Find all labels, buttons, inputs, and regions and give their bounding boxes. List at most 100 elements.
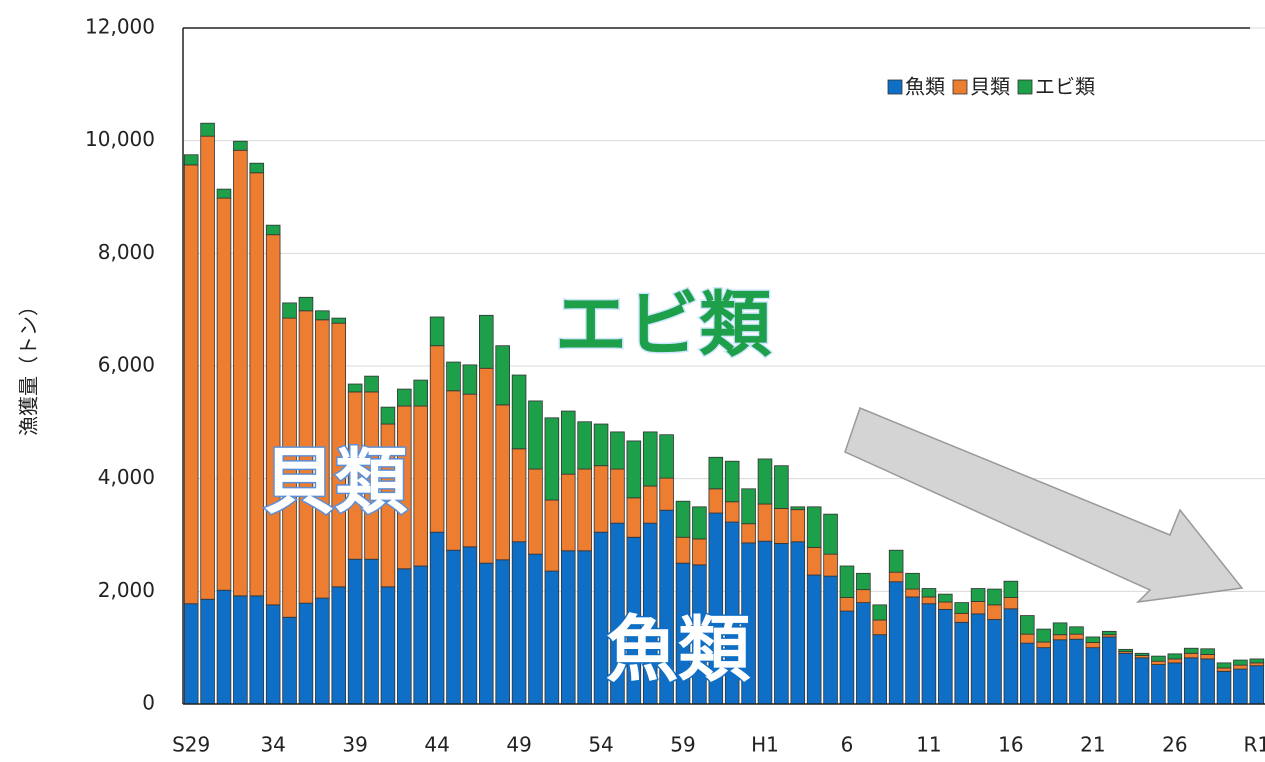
legend-swatch [1017,79,1033,95]
bar-segment [1052,639,1068,705]
bar-segment [462,364,478,395]
bar-segment [1233,659,1248,666]
bar-segment [315,310,330,321]
bar-segment [183,154,199,166]
bar-segment [888,549,904,573]
bar-segment [233,595,248,705]
bar-segment [560,473,576,552]
bar-segment [446,390,461,551]
bar-segment [495,345,510,406]
bar-segment [429,316,445,347]
bar-segment [593,465,609,533]
bar-segment [708,456,724,490]
bar-segment [282,616,297,705]
bar-segment [987,588,1002,606]
bar-segment [790,506,806,511]
bar-segment [462,393,478,548]
y-tick-label: 4,000 [98,465,155,489]
bar-segment [921,596,937,605]
bar-segment [921,603,937,705]
x-tick-label: 49 [506,733,531,757]
bar-segment [1183,647,1199,654]
annotation: エビ類 [555,283,772,367]
bar-segment [479,562,494,705]
bar-segment [823,553,838,577]
bar-segment [577,468,592,552]
bar-segment [888,581,904,705]
bar-segment [757,458,773,505]
bar-segment [397,568,412,705]
bar-segment [413,405,428,567]
bar-segment [987,619,1002,705]
bar-segment [905,588,920,598]
bar-segment [708,488,724,514]
bar-segment [806,574,822,705]
bar-segment [724,460,740,503]
y-tick-label: 12,000 [85,15,155,39]
bar-segment [856,589,871,603]
bar-segment [397,388,412,407]
x-tick-label: 59 [670,733,695,757]
bar-segment [265,604,281,705]
bar-segment [216,197,232,591]
x-tick-label: 16 [998,733,1023,757]
bar-segment [1003,580,1019,598]
bar-segment [1249,658,1265,664]
bar-segment [511,541,527,705]
bar-segment [1069,626,1084,635]
trend-arrow [844,407,1244,604]
bar-segment [970,588,986,602]
bar-segment [1085,636,1101,643]
bar-segment [1069,633,1084,640]
bar-segment [675,500,691,538]
bar-segment [298,602,314,705]
bar-segment [1200,648,1215,655]
bar-segment [774,465,789,509]
bar-segment [757,540,773,705]
bar-segment [380,586,396,705]
bar-segment [1216,667,1232,672]
bar-segment [1020,642,1035,705]
bar-segment [528,468,543,555]
x-tick-label: 6 [841,733,854,757]
bar-segment [560,550,576,705]
bar-segment [331,586,347,705]
bar-segment [298,296,314,312]
bar-segment [774,508,789,544]
bar-segment [593,423,609,467]
x-tick-label: 11 [916,733,941,757]
bar-segment [1233,664,1248,670]
bar-segment [757,503,773,542]
bar-segment [888,571,904,583]
bar-segment [1036,647,1051,705]
bar-segment [249,595,265,705]
bar-segment [938,608,953,705]
bar-segment [413,565,428,705]
bar-segment [265,234,281,606]
bar-segment [1036,641,1051,649]
bar-segment [183,603,199,705]
bar-segment [954,612,969,623]
bar-segment [823,513,838,555]
bar-segment [806,506,822,548]
bar-segment [511,374,527,450]
legend-swatch [952,79,968,95]
annotation: 魚類 [606,608,751,692]
bar-segment [1151,660,1166,665]
bar-segment [1069,638,1084,705]
bar-segment [872,634,888,705]
bar-segment [790,541,806,705]
bar-segment [970,613,986,705]
bar-segment [905,596,920,705]
bar-segment [577,421,592,470]
bar-segment [265,224,281,236]
bar-segment [216,188,232,199]
bar-segment [479,314,494,369]
bar-segment [249,172,265,597]
bar-segment [1216,662,1232,669]
bar-segment [200,122,215,137]
bar-segment [560,410,576,475]
bar-segment [1118,648,1133,653]
y-axis-label: 漁獲量（トン） [17,296,41,436]
